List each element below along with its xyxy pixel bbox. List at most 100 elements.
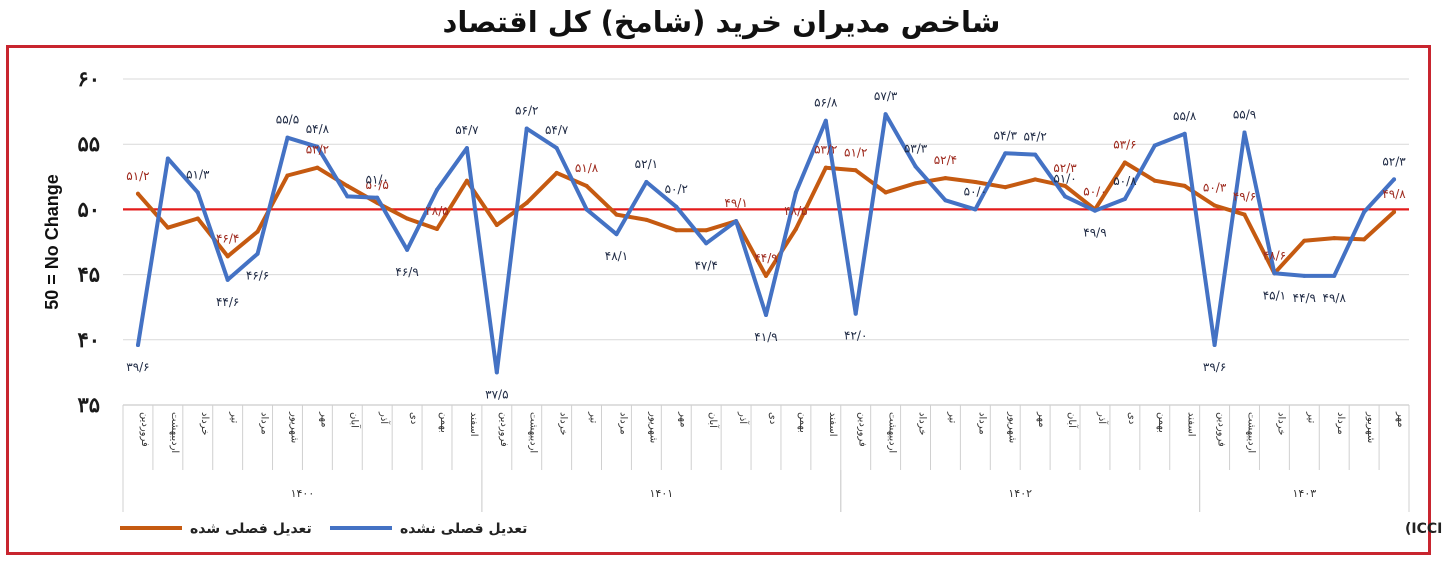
category-label: بهمن	[797, 412, 808, 433]
data-label: ۵۰/۰	[964, 184, 987, 198]
data-point	[853, 311, 858, 316]
data-label: ۵۱/۸	[575, 161, 599, 175]
data-point	[793, 226, 798, 231]
data-point	[1272, 271, 1277, 276]
data-point	[1212, 203, 1217, 208]
data-point	[554, 170, 559, 175]
category-label: آذر	[378, 411, 391, 425]
category-label: مهر	[318, 411, 329, 427]
y-tick-label: ۳۵	[77, 394, 100, 417]
category-label: مرداد	[1335, 412, 1346, 435]
category-label: آبان	[348, 412, 361, 429]
data-point	[913, 181, 918, 186]
data-point	[464, 146, 469, 151]
category-label: تیر	[1305, 411, 1316, 424]
data-label: ۴۶/۹	[395, 265, 418, 279]
data-point	[494, 223, 499, 228]
category-label: اسفند	[468, 412, 479, 436]
data-label: ۴۸/۱	[605, 249, 628, 263]
category-label: تیر	[946, 411, 957, 424]
data-label: ۵۱/۰	[1053, 171, 1076, 185]
category-label: مرداد	[976, 412, 987, 435]
data-point	[1122, 160, 1127, 165]
data-point	[285, 135, 290, 140]
data-label: ۵۶/۸	[814, 96, 838, 110]
data-point	[345, 194, 350, 199]
data-point	[255, 251, 260, 256]
category-label: اسفند	[827, 412, 838, 436]
data-point	[1003, 151, 1008, 156]
data-point	[704, 228, 709, 233]
category-label: اردیبهشت	[528, 412, 539, 453]
data-point	[1392, 177, 1397, 182]
data-point	[435, 226, 440, 231]
legend-label-unadjusted: تعدیل فصلی نشده	[400, 521, 527, 537]
data-label: ۵۰/۵	[366, 178, 389, 192]
data-point	[973, 207, 978, 212]
year-label: ۱۴۰۳	[1293, 487, 1317, 500]
year-label: ۱۴۰۲	[1008, 487, 1032, 500]
data-label: ۴۸/۵	[425, 204, 448, 218]
data-label: ۵۲/۳	[1053, 161, 1077, 175]
data-label: ۴۸/۵	[784, 204, 807, 218]
source-note: منبع: اتاق بازرگانی، صنایع، معادن و کشاو…	[1405, 520, 1443, 537]
data-point	[1242, 130, 1247, 135]
category-label: فروردین	[139, 412, 150, 447]
category-label: اردیبهشت	[887, 412, 898, 453]
category-label: تیر	[588, 411, 599, 424]
data-point	[1033, 177, 1038, 182]
data-label: ۴۹/۸	[1323, 291, 1347, 305]
data-label: ۴۴/۹	[754, 251, 777, 265]
data-point	[734, 219, 739, 224]
legend-label-adjusted: تعدیل فصلی شده	[190, 521, 312, 537]
data-label: ۵۵/۹	[1233, 107, 1256, 121]
y-tick-label: ۵۰	[77, 198, 100, 221]
data-label: ۵۱/۳	[186, 167, 210, 181]
category-label: دی	[1126, 412, 1137, 424]
data-label: ۵۴/۳	[994, 128, 1018, 142]
data-point	[195, 216, 200, 221]
category-label: مهر	[1036, 411, 1047, 427]
data-label: ۴۶/۴	[216, 231, 239, 245]
data-label: ۴۴/۶	[216, 295, 239, 309]
data-label: ۴۵/۱	[1263, 288, 1286, 302]
data-point	[1092, 208, 1097, 213]
data-label: ۵۴/۲	[1023, 130, 1046, 144]
y-tick-label: ۴۵	[77, 264, 100, 287]
data-point	[1033, 152, 1038, 157]
data-point	[764, 273, 768, 278]
data-label: ۵۲/۴	[934, 153, 957, 167]
data-label: ۴۴/۹	[1293, 291, 1316, 305]
data-label: ۴۹/۸	[1382, 187, 1406, 201]
data-point	[524, 200, 529, 205]
data-label: ۵۱/۲	[126, 169, 149, 183]
data-point	[255, 229, 260, 234]
data-point	[823, 118, 828, 123]
category-label: مهر	[1395, 411, 1406, 427]
data-point	[1302, 238, 1307, 243]
category-label: اردیبهشت	[1246, 412, 1257, 453]
data-point	[704, 241, 709, 246]
data-point	[1242, 212, 1247, 217]
data-point	[973, 180, 978, 185]
data-label: ۵۴/۷	[545, 123, 569, 137]
data-point	[1063, 194, 1068, 199]
category-label: اردیبهشت	[169, 412, 180, 453]
chart-frame	[6, 45, 1431, 555]
category-label: دی	[767, 412, 778, 424]
data-point	[165, 156, 170, 161]
category-label: خرداد	[558, 412, 569, 435]
category-label: شهریور	[288, 411, 299, 443]
data-point	[584, 183, 589, 188]
data-point	[195, 190, 200, 195]
year-label: ۱۴۰۰	[291, 487, 315, 500]
data-point	[584, 207, 589, 212]
data-point	[1182, 131, 1187, 136]
data-point	[674, 204, 679, 209]
category-label: فروردین	[498, 412, 509, 447]
data-label: ۴۹/۱	[724, 196, 747, 210]
data-label: ۵۳/۲	[814, 143, 837, 157]
data-point	[554, 146, 559, 151]
category-label: فروردین	[857, 412, 868, 447]
